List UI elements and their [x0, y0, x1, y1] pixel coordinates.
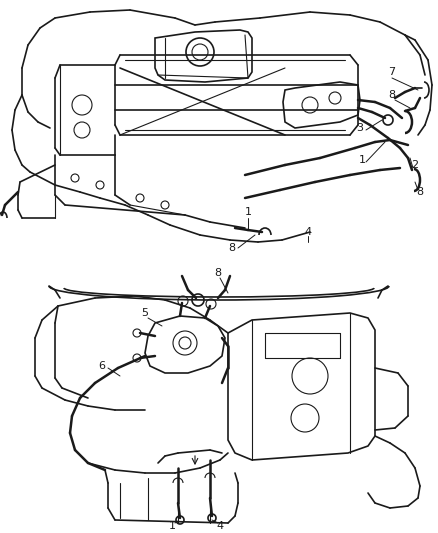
Text: 3: 3 — [357, 123, 364, 133]
Text: 8: 8 — [229, 243, 236, 253]
Text: 2: 2 — [411, 160, 419, 170]
Text: 6: 6 — [99, 361, 106, 371]
Text: 4: 4 — [216, 521, 223, 531]
Text: 1: 1 — [169, 521, 176, 531]
Text: 4: 4 — [304, 227, 311, 237]
Text: 5: 5 — [141, 308, 148, 318]
Text: 7: 7 — [389, 67, 396, 77]
Text: 8: 8 — [389, 90, 396, 100]
Text: 8: 8 — [417, 187, 424, 197]
Text: 8: 8 — [215, 268, 222, 278]
Text: 1: 1 — [244, 207, 251, 217]
Text: 1: 1 — [358, 155, 365, 165]
